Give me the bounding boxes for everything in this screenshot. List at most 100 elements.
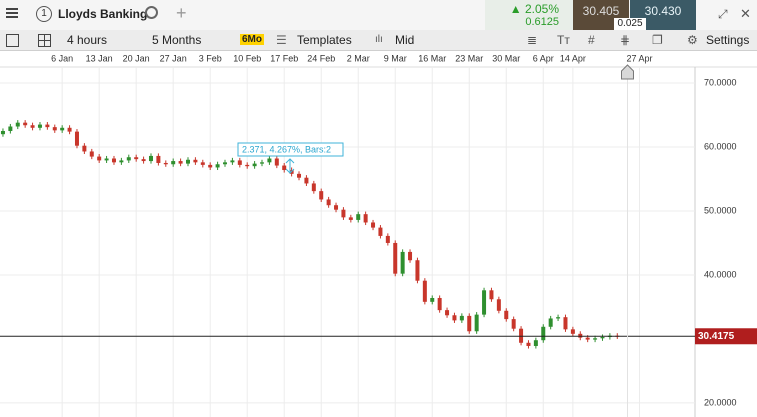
candle-body xyxy=(430,297,435,302)
interval[interactable]: 4 hours xyxy=(67,33,108,47)
candle-body xyxy=(452,315,457,321)
candle-body xyxy=(237,160,242,165)
x-tick-label: 27 Apr xyxy=(626,53,652,63)
draw-icon[interactable]: ≣ xyxy=(527,33,538,47)
candle-body xyxy=(104,158,109,161)
candle-body xyxy=(400,251,405,274)
candle-body xyxy=(504,310,509,320)
candle-body xyxy=(193,159,198,163)
price-type[interactable]: Mid xyxy=(395,33,415,47)
x-tick-label: 9 Mar xyxy=(384,53,407,63)
candle-body xyxy=(74,131,79,146)
expand-icon[interactable]: ⤢ xyxy=(718,7,728,21)
measure-box xyxy=(237,142,344,157)
x-tick-label: 14 Apr xyxy=(560,53,586,63)
change-box: ▲ 2.05% 0.6125 xyxy=(485,0,573,30)
candle-body xyxy=(134,157,139,160)
candle-body xyxy=(23,122,28,126)
candle-body xyxy=(556,317,561,319)
settings-icon[interactable]: ⚙ xyxy=(687,33,698,47)
change-percent: ▲ 2.05% xyxy=(509,2,559,16)
candle-body xyxy=(230,160,235,163)
current-price-box xyxy=(695,328,757,345)
candle-body xyxy=(415,260,420,281)
close-icon[interactable]: ✕ xyxy=(740,6,751,21)
candle-body xyxy=(334,205,339,210)
candle-body xyxy=(274,158,279,166)
change: 0.6125 xyxy=(525,16,559,28)
window-number[interactable]: 1 xyxy=(36,6,52,22)
instrument-name[interactable]: Lloyds Banking xyxy=(58,7,148,21)
measure-arrow xyxy=(285,158,295,174)
candle-body xyxy=(141,159,146,162)
candle-body xyxy=(185,159,190,164)
candle-body xyxy=(52,127,57,131)
candle-body xyxy=(208,164,213,168)
price-type-icon[interactable]: ılı xyxy=(375,34,383,45)
y-tick-label: 60.0000 xyxy=(704,141,737,151)
candle-body xyxy=(474,314,479,332)
candle-body xyxy=(585,337,590,340)
candle-body xyxy=(0,130,5,135)
menu-icon[interactable] xyxy=(6,8,18,10)
candle-body xyxy=(178,161,183,164)
crosshair-marker xyxy=(620,64,634,80)
candle-body xyxy=(496,299,501,311)
candle-body xyxy=(363,214,368,223)
candle-body xyxy=(297,173,302,178)
candle-body xyxy=(252,163,257,167)
candle-body xyxy=(319,191,324,200)
candle-body xyxy=(163,162,168,165)
candle-body xyxy=(378,227,383,236)
date-strip xyxy=(0,51,757,67)
settings[interactable]: Settings xyxy=(706,33,750,47)
candle-body xyxy=(326,199,331,206)
candle-body xyxy=(156,155,161,163)
templates[interactable]: Templates xyxy=(297,33,352,47)
y-tick-label: 40.0000 xyxy=(704,269,737,279)
indicator-icon[interactable]: ⋕ xyxy=(620,33,631,47)
grid-icon[interactable]: # xyxy=(588,33,595,47)
candle-body xyxy=(422,280,427,302)
panel-icon[interactable] xyxy=(6,34,19,47)
x-tick-label: 17 Feb xyxy=(270,53,298,63)
range-badge[interactable]: 6Mo xyxy=(240,34,264,45)
x-tick-label: 6 Jan xyxy=(51,53,73,63)
candle-body xyxy=(341,209,346,218)
window-icon[interactable]: ❐ xyxy=(652,33,663,47)
range[interactable]: 5 Months xyxy=(152,33,202,47)
candle-body xyxy=(445,310,450,316)
candle-body xyxy=(548,318,553,327)
candle-body xyxy=(526,342,531,346)
templates-icon[interactable]: ☰ xyxy=(276,33,287,47)
candle-body xyxy=(111,158,116,163)
candle-body xyxy=(119,160,124,163)
candle-body xyxy=(482,290,487,315)
measure-label: 2.371, 4.267%, Bars:2 xyxy=(242,144,331,154)
candle-body xyxy=(578,333,583,338)
x-tick-label: 2 Mar xyxy=(347,53,370,63)
x-tick-label: 20 Jan xyxy=(123,53,150,63)
candle-body xyxy=(60,127,65,131)
text-icon[interactable]: Tт xyxy=(557,33,570,47)
x-tick-label: 3 Feb xyxy=(199,53,222,63)
candle-body xyxy=(437,297,442,311)
sell-button[interactable]: 30.405 xyxy=(573,0,629,30)
candle-body xyxy=(15,122,20,127)
candle-body xyxy=(348,217,353,220)
candle-body xyxy=(600,337,605,339)
search-icon[interactable] xyxy=(145,6,158,19)
layout-icon[interactable] xyxy=(38,34,51,47)
candle-body xyxy=(393,242,398,274)
candle-body xyxy=(8,126,13,131)
candle-body xyxy=(97,156,102,161)
header-bar: 1 Lloyds Banking + ▲ 2.05% 0.6125 30.405… xyxy=(0,0,757,31)
add-tab[interactable]: + xyxy=(176,3,187,23)
candle-body xyxy=(215,164,220,168)
candle-body xyxy=(489,290,494,300)
candle-body xyxy=(126,157,131,161)
x-tick-label: 23 Mar xyxy=(455,53,483,63)
candle-body xyxy=(267,158,272,163)
candle-body xyxy=(89,151,94,157)
